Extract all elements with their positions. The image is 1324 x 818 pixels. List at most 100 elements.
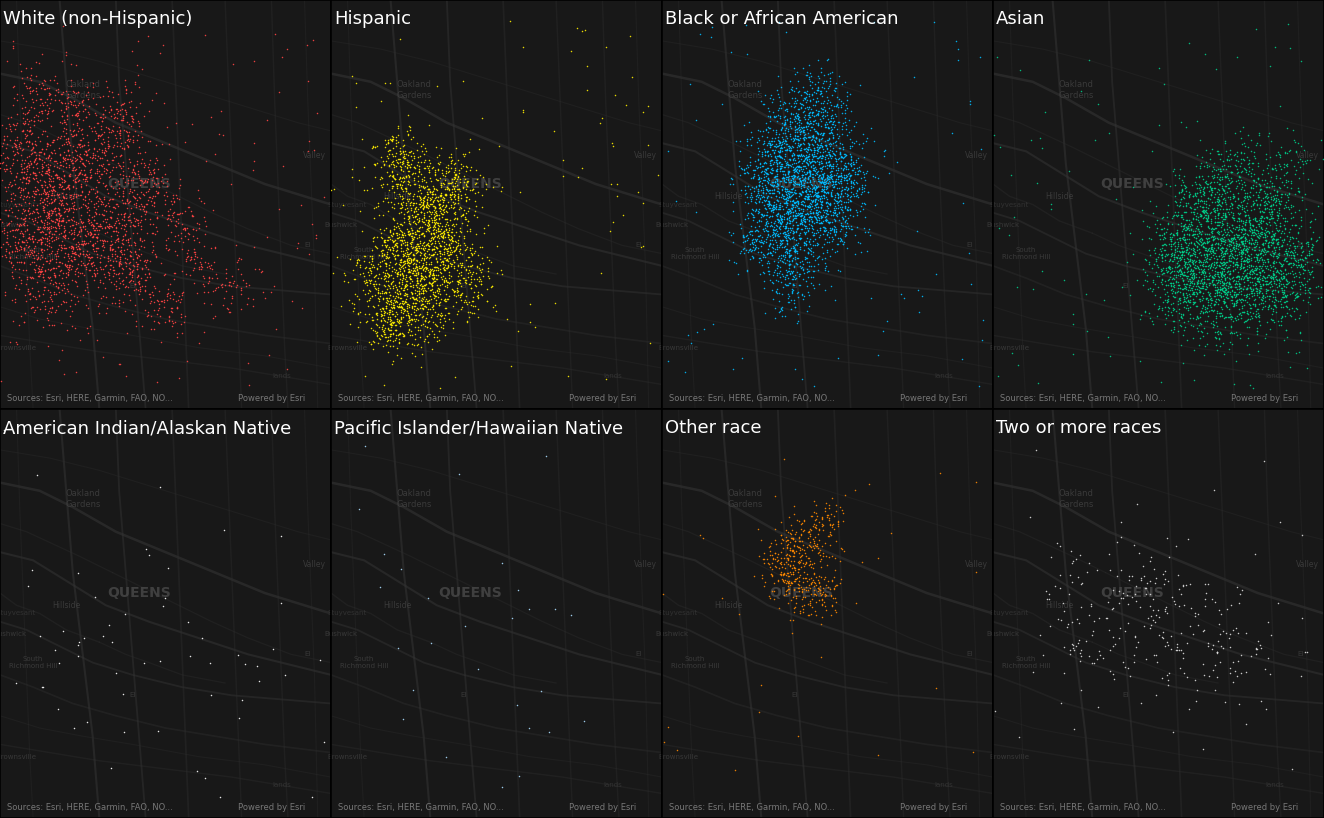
Point (745, 233, 767, 246)
Point (1193, 184, 1214, 197)
Point (798, 137, 820, 151)
Point (1276, 165, 1298, 178)
Point (718, 254, 739, 267)
Point (794, 85, 816, 98)
Text: El: El (1123, 692, 1128, 699)
Point (826, 81, 847, 94)
Point (760, 537, 781, 550)
Point (107, 95, 128, 108)
Point (1226, 160, 1247, 173)
Point (776, 188, 797, 201)
Point (57, 143, 78, 156)
Point (1196, 279, 1217, 292)
Point (81, 259, 102, 272)
Point (410, 361, 432, 374)
Point (150, 310, 171, 323)
Point (874, 149, 895, 162)
Point (805, 213, 826, 226)
Point (1204, 258, 1225, 271)
Point (1231, 249, 1253, 262)
Point (1301, 244, 1323, 257)
Point (1218, 276, 1239, 290)
Point (1152, 268, 1173, 281)
Point (101, 179, 122, 192)
Point (1156, 238, 1177, 251)
Point (1299, 154, 1320, 167)
Point (1135, 265, 1156, 278)
Point (769, 163, 790, 176)
Point (821, 549, 842, 562)
Point (1231, 203, 1253, 216)
Point (393, 138, 414, 151)
Point (126, 255, 147, 268)
Point (93, 629, 114, 642)
Point (142, 285, 163, 299)
Point (1219, 223, 1241, 236)
Point (89, 128, 110, 142)
Point (1193, 204, 1214, 218)
Point (425, 207, 446, 220)
Point (801, 200, 822, 213)
Point (801, 578, 822, 591)
Point (1184, 261, 1205, 274)
Point (1239, 240, 1260, 254)
Point (1170, 210, 1192, 223)
Point (94, 142, 115, 155)
Point (1185, 202, 1206, 215)
Point (3, 99, 24, 112)
Point (1207, 190, 1229, 203)
Point (420, 228, 441, 241)
Point (822, 169, 843, 182)
Point (356, 316, 377, 329)
Point (421, 188, 442, 201)
Point (113, 187, 134, 200)
Point (166, 188, 187, 201)
Point (193, 210, 214, 223)
Point (810, 176, 831, 189)
Text: lands: lands (1264, 373, 1284, 380)
Point (1009, 730, 1030, 744)
Point (384, 220, 405, 233)
Point (1087, 701, 1108, 714)
Point (820, 528, 841, 541)
Point (1223, 285, 1245, 299)
Point (163, 272, 184, 285)
Point (404, 231, 425, 244)
Point (1178, 281, 1200, 294)
Point (808, 118, 829, 131)
Point (424, 209, 445, 222)
Point (434, 263, 455, 276)
Point (763, 585, 784, 598)
Point (1172, 267, 1193, 281)
Point (829, 231, 850, 245)
Point (441, 188, 462, 201)
Point (760, 115, 781, 128)
Point (1243, 222, 1264, 236)
Point (1209, 285, 1230, 298)
Point (818, 551, 839, 564)
Point (760, 138, 781, 151)
Point (777, 223, 798, 236)
Point (15, 135, 36, 148)
Point (1166, 294, 1188, 308)
Point (812, 149, 833, 162)
Point (853, 171, 874, 184)
Point (387, 231, 408, 245)
Point (413, 170, 434, 183)
Point (258, 348, 279, 362)
Point (422, 267, 444, 281)
Point (437, 252, 458, 265)
Point (761, 569, 782, 582)
Point (620, 29, 641, 43)
Point (1161, 212, 1182, 225)
Point (119, 263, 140, 276)
Point (213, 292, 234, 305)
Point (760, 150, 781, 163)
Point (424, 290, 445, 303)
Point (410, 206, 432, 219)
Point (841, 174, 862, 187)
Point (1222, 221, 1243, 234)
Point (1249, 185, 1270, 198)
Point (402, 684, 424, 697)
Point (168, 216, 189, 229)
